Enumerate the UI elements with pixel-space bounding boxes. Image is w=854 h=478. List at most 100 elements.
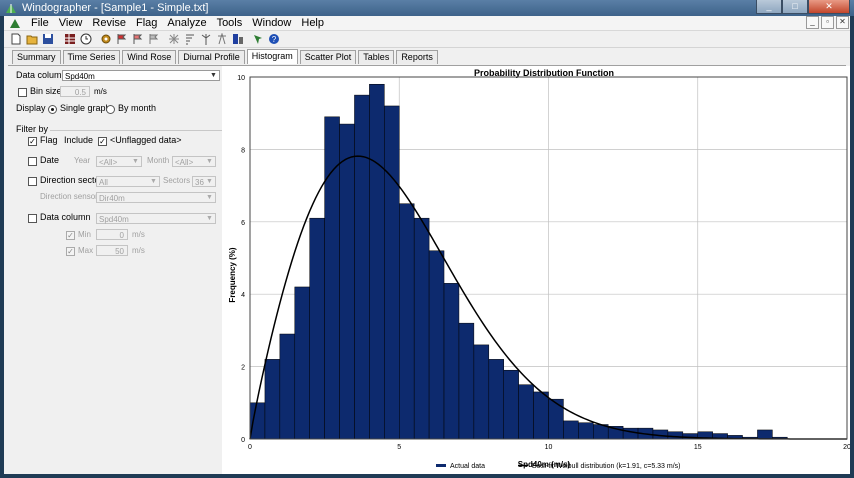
histogram-bar — [249, 402, 266, 440]
year-select[interactable]: <All> ▼ — [96, 156, 142, 167]
sectors-label: Sectors — [163, 176, 191, 185]
tab-histogram[interactable]: Histogram — [246, 49, 298, 64]
legend-swatch-actual — [436, 464, 446, 467]
histogram-bar — [279, 333, 296, 440]
histogram-bar — [339, 123, 355, 440]
max-checkbox[interactable]: ✓ — [66, 247, 75, 256]
turbine-icon[interactable] — [200, 33, 212, 45]
max-label: Max — [78, 246, 94, 255]
data-grid-icon[interactable] — [64, 33, 76, 45]
y-tick-label: 2 — [241, 365, 245, 372]
svg-text:?: ? — [272, 35, 277, 44]
chevron-down-icon: ▼ — [210, 72, 217, 79]
min-label: Min — [78, 230, 91, 239]
maximize-button[interactable]: □ — [782, 0, 808, 14]
data-column-filter-value: Spd40m — [99, 215, 129, 224]
histogram-bar — [578, 422, 594, 440]
close-button[interactable]: ✕ — [808, 0, 850, 14]
histogram-bar — [354, 94, 370, 440]
sectors-value: 36 — [195, 178, 204, 187]
menu-analyze[interactable]: Analyze — [167, 17, 207, 29]
y-tick-label: 0 — [241, 437, 245, 444]
chevron-down-icon: ▼ — [206, 215, 213, 222]
x-ticks: 0 5 10 15 20 — [248, 444, 851, 451]
x-tick-label: 20 — [843, 444, 850, 451]
max-unit: m/s — [132, 246, 145, 255]
histogram-bar — [264, 359, 281, 440]
doc-close-button[interactable]: ✕ — [836, 16, 849, 29]
menu-file[interactable]: File — [31, 17, 49, 29]
menu-view[interactable]: View — [58, 17, 83, 29]
sectors-select[interactable]: 36 ▼ — [192, 176, 216, 187]
tower-icon[interactable] — [216, 33, 228, 45]
tab-time-series[interactable]: Time Series — [62, 50, 121, 64]
min-unit: m/s — [132, 230, 145, 239]
tab-tables[interactable]: Tables — [358, 50, 395, 64]
tab-summary[interactable]: Summary — [12, 50, 61, 64]
flag-filter-icon[interactable] — [148, 33, 160, 45]
menu-revise[interactable]: Revise — [92, 17, 127, 29]
month-select[interactable]: <All> ▼ — [172, 156, 216, 167]
direction-sector-select[interactable]: All ▼ — [96, 176, 160, 187]
histogram-bar — [548, 398, 564, 440]
year-value: <All> — [99, 158, 118, 167]
bin-size-checkbox[interactable] — [18, 88, 27, 97]
min-checkbox[interactable]: ✓ — [66, 231, 75, 240]
chevron-down-icon: ▼ — [206, 158, 213, 165]
direction-sector-checkbox[interactable] — [28, 177, 37, 186]
clock-icon[interactable] — [80, 33, 92, 45]
histogram-bar — [428, 250, 445, 440]
gear-icon[interactable] — [100, 33, 112, 45]
by-month-label: By month — [118, 103, 157, 113]
date-filter-checkbox[interactable] — [28, 157, 37, 166]
tab-wind-rose[interactable]: Wind Rose — [122, 50, 177, 64]
filter-heading: Filter by — [16, 124, 49, 134]
doc-minimize-button[interactable]: _ — [806, 16, 819, 29]
data-column-filter-select[interactable]: Spd40m ▼ — [96, 213, 216, 224]
x-tick-label: 10 — [545, 444, 553, 451]
menu-flag[interactable]: Flag — [136, 17, 158, 29]
menu-window[interactable]: Window — [252, 17, 292, 29]
open-folder-icon[interactable] — [26, 33, 38, 45]
minimize-button[interactable]: _ — [756, 0, 782, 14]
toolbar: ? — [4, 31, 850, 48]
data-column-filter-checkbox[interactable] — [28, 214, 37, 223]
y-ticks: 0 2 4 6 8 10 — [237, 75, 245, 444]
direction-sensor-select[interactable]: Dir40m ▼ — [96, 192, 216, 203]
x-tick-label: 5 — [397, 444, 401, 451]
tab-scatter-plot[interactable]: Scatter Plot — [299, 50, 357, 64]
x-tick-label: 15 — [694, 444, 702, 451]
help-icon[interactable]: ? — [268, 33, 280, 45]
window-title: Windographer - [Sample1 - Simple.txt] — [22, 2, 209, 14]
x-axis-label: Spd40m (m/s) — [518, 460, 571, 469]
bin-size-input[interactable]: 0.5 — [60, 86, 90, 97]
single-graph-radio[interactable] — [48, 105, 57, 114]
bin-size-label: Bin size — [30, 86, 62, 96]
compare-icon[interactable] — [232, 33, 244, 45]
legend-label-weibull: Best-fit Weibull distribution (k=1.91, c… — [532, 463, 681, 470]
min-input[interactable]: 0 — [96, 229, 128, 240]
data-column-label: Data column — [16, 70, 67, 80]
menu-tools[interactable]: Tools — [216, 17, 243, 29]
flag-filter-checkbox[interactable]: ✓ — [28, 137, 37, 146]
max-input[interactable]: 50 — [96, 245, 128, 256]
tab-reports[interactable]: Reports — [396, 50, 438, 64]
new-file-icon[interactable] — [10, 33, 22, 45]
flag-remove-icon[interactable] — [132, 33, 144, 45]
y-tick-label: 4 — [241, 292, 245, 299]
data-column-select[interactable]: Spd40m ▼ — [62, 70, 220, 81]
unflagged-checkbox[interactable]: ✓ — [98, 137, 107, 146]
histogram-bar — [399, 203, 415, 440]
menu-help[interactable]: Help — [301, 17, 324, 29]
pin-icon[interactable] — [252, 33, 264, 45]
tab-diurnal-profile[interactable]: Diurnal Profile — [178, 50, 245, 64]
save-icon[interactable] — [42, 33, 54, 45]
wind-profile-icon[interactable] — [184, 33, 196, 45]
filter-divider — [50, 130, 222, 131]
by-month-radio[interactable] — [106, 105, 115, 114]
data-column-value: Spd40m — [65, 72, 95, 81]
flag-icon[interactable] — [116, 33, 128, 45]
sparkle-icon[interactable] — [168, 33, 180, 45]
chevron-down-icon: ▼ — [132, 158, 139, 165]
doc-restore-button[interactable]: ▫ — [821, 16, 834, 29]
